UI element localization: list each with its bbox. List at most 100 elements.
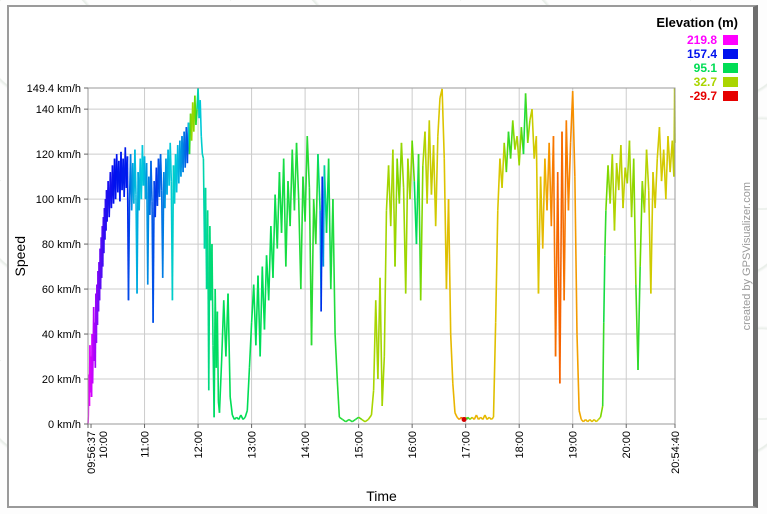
track-segment bbox=[267, 226, 272, 301]
elevation-legend: Elevation (m) 219.8 157.4 95.1 32.7 -29.… bbox=[656, 15, 738, 103]
track-segment bbox=[304, 136, 309, 222]
track-segment bbox=[201, 153, 205, 159]
x-tick-label: 10:00 bbox=[98, 431, 110, 459]
track-segment bbox=[654, 158, 659, 209]
track-segment bbox=[227, 293, 231, 398]
chart-canvas-area: 0 km/h 20 km/h 40 km/h 60 km/h 80 km/h 100 km… bbox=[9, 7, 753, 506]
x-tick-label: 12:00 bbox=[193, 431, 205, 459]
legend-title: Elevation (m) bbox=[656, 15, 738, 30]
track-segment bbox=[336, 378, 341, 418]
track-segment bbox=[574, 176, 578, 335]
track-segment bbox=[620, 145, 624, 209]
y-tick-label: 40 km/h bbox=[42, 329, 81, 341]
track-segment bbox=[447, 199, 452, 335]
track-segment bbox=[595, 418, 599, 423]
track-segment bbox=[211, 244, 214, 346]
track-path bbox=[87, 87, 676, 425]
y-axis-title-wrap: Speed bbox=[9, 88, 31, 424]
track-segment bbox=[443, 158, 448, 290]
track-segment bbox=[171, 165, 175, 301]
x-tick-label: 17:00 bbox=[461, 431, 473, 459]
track-segment bbox=[452, 383, 456, 413]
track-segment bbox=[531, 109, 535, 159]
track-segment bbox=[613, 163, 618, 231]
track-segment bbox=[602, 255, 606, 323]
track-segment bbox=[327, 158, 332, 290]
speed-elevation-chart: 0 km/h 20 km/h 40 km/h 60 km/h 80 km/h 100 km… bbox=[27, 83, 682, 474]
track-segment bbox=[295, 142, 300, 200]
track-segment bbox=[134, 149, 137, 195]
track-segment bbox=[317, 154, 321, 211]
track-segment bbox=[338, 416, 344, 421]
track-segment bbox=[195, 109, 198, 125]
track-segment bbox=[404, 158, 409, 294]
y-tick-label: 149.4 km/h bbox=[27, 83, 81, 95]
track-segment bbox=[505, 131, 510, 173]
track-segment bbox=[559, 131, 563, 384]
track-segment bbox=[285, 181, 289, 267]
low-elevation-marker bbox=[461, 417, 467, 423]
track-segment bbox=[565, 120, 570, 211]
legend-swatch bbox=[723, 90, 738, 101]
gpsvisualizer-watermark: created by GPSVisualizer.com bbox=[740, 182, 753, 331]
y-tick-label: 100 km/h bbox=[36, 194, 81, 206]
y-tick-label: 80 km/h bbox=[42, 239, 81, 251]
track-segment bbox=[381, 356, 386, 407]
track-segment bbox=[394, 158, 398, 267]
track-segment bbox=[272, 194, 276, 278]
track-segment bbox=[599, 405, 604, 418]
x-tick-label: 20:54:40 bbox=[670, 431, 682, 474]
legend-swatch bbox=[723, 48, 738, 59]
track-segment bbox=[315, 154, 319, 245]
track-segment bbox=[409, 140, 413, 200]
track-segment bbox=[526, 120, 531, 143]
x-tick-label: 15:00 bbox=[354, 431, 366, 459]
track-segment bbox=[601, 322, 605, 407]
track-segment bbox=[437, 97, 441, 137]
track-segment bbox=[370, 390, 375, 416]
track-segment bbox=[632, 158, 637, 285]
x-tick-label: 20:00 bbox=[621, 431, 633, 459]
track-segment bbox=[383, 210, 388, 357]
x-tick-label: 18:00 bbox=[514, 431, 526, 459]
track-segment bbox=[571, 91, 576, 177]
x-tick-label: 09:56:37 bbox=[86, 431, 98, 474]
legend-entry: -29.7 bbox=[656, 89, 738, 103]
track-segment bbox=[567, 142, 572, 211]
track-segment bbox=[259, 266, 264, 357]
x-axis-title: Time bbox=[366, 488, 397, 504]
legend-swatch bbox=[723, 76, 738, 87]
track-segment bbox=[501, 142, 506, 188]
track-segment bbox=[289, 149, 294, 227]
track-segment bbox=[511, 120, 516, 150]
track-segment bbox=[334, 334, 339, 380]
x-tick-label: 11:00 bbox=[140, 431, 152, 458]
track-segment bbox=[242, 416, 246, 421]
track-segment bbox=[658, 127, 663, 182]
x-tick-label: 13:00 bbox=[247, 431, 259, 459]
track-segment bbox=[229, 396, 234, 416]
track-segment bbox=[490, 416, 495, 421]
track-segment bbox=[454, 412, 458, 418]
y-tick-label: 0 km/h bbox=[48, 419, 81, 431]
track-segment bbox=[576, 334, 580, 411]
track-segment bbox=[310, 199, 315, 346]
track-segment bbox=[361, 418, 366, 423]
track-segment bbox=[276, 172, 281, 249]
track-segment bbox=[650, 172, 654, 294]
track-segment bbox=[379, 277, 383, 407]
track-segment bbox=[665, 136, 669, 200]
legend-value: 219.8 bbox=[686, 32, 717, 47]
y-tick-label: 20 km/h bbox=[42, 374, 81, 386]
track-segment bbox=[300, 176, 304, 290]
track-segment bbox=[364, 418, 369, 423]
legend-entry: 157.4 bbox=[656, 47, 738, 61]
track-segment bbox=[494, 210, 499, 323]
legend-swatch bbox=[723, 62, 738, 73]
legend-value: 32.7 bbox=[693, 74, 717, 89]
track-segment bbox=[537, 176, 542, 294]
track-segment bbox=[563, 120, 568, 301]
track-segment bbox=[358, 416, 363, 421]
track-segment bbox=[524, 93, 529, 143]
